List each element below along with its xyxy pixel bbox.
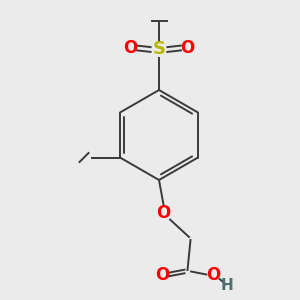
Text: H: H bbox=[221, 278, 234, 293]
Text: O: O bbox=[206, 266, 220, 284]
Text: S: S bbox=[152, 40, 166, 58]
Text: O: O bbox=[123, 39, 138, 57]
Text: O: O bbox=[180, 39, 195, 57]
Text: O: O bbox=[156, 204, 171, 222]
Text: O: O bbox=[155, 266, 169, 284]
